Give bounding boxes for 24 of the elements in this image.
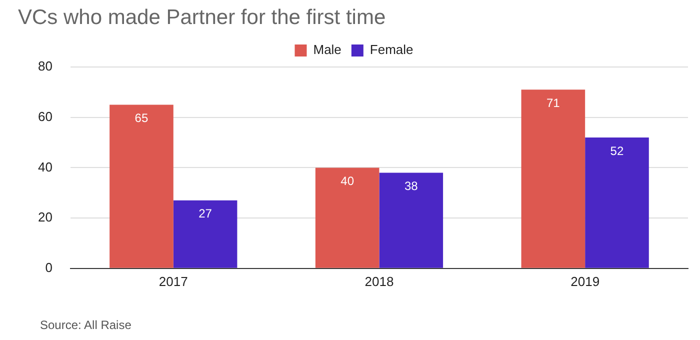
y-tick-label: 20 bbox=[38, 210, 52, 225]
legend-label: Female bbox=[370, 42, 414, 58]
bar bbox=[315, 168, 380, 268]
x-tick-label: 2018 bbox=[364, 274, 394, 289]
bar bbox=[173, 200, 238, 268]
y-tick-label: 80 bbox=[38, 58, 52, 74]
x-tick-label: 2017 bbox=[158, 274, 188, 289]
source-note: Source: All Raise bbox=[40, 318, 132, 332]
data-label: 65 bbox=[134, 111, 148, 126]
y-tick-label: 40 bbox=[38, 159, 52, 174]
bar bbox=[521, 90, 586, 268]
y-tick-label: 60 bbox=[38, 108, 52, 124]
bar bbox=[585, 137, 649, 268]
bar bbox=[379, 172, 444, 268]
x-tick-label: 2019 bbox=[570, 274, 600, 289]
y-tick-label: 0 bbox=[45, 260, 52, 275]
data-label: 52 bbox=[610, 144, 624, 158]
data-label: 71 bbox=[546, 96, 560, 110]
chart-title: VCs who made Partner for the first time bbox=[18, 6, 386, 30]
data-label: 40 bbox=[340, 174, 354, 188]
data-label: 27 bbox=[198, 206, 212, 221]
bar bbox=[110, 104, 174, 268]
legend-label: Male bbox=[313, 42, 342, 58]
data-label: 38 bbox=[404, 179, 418, 194]
